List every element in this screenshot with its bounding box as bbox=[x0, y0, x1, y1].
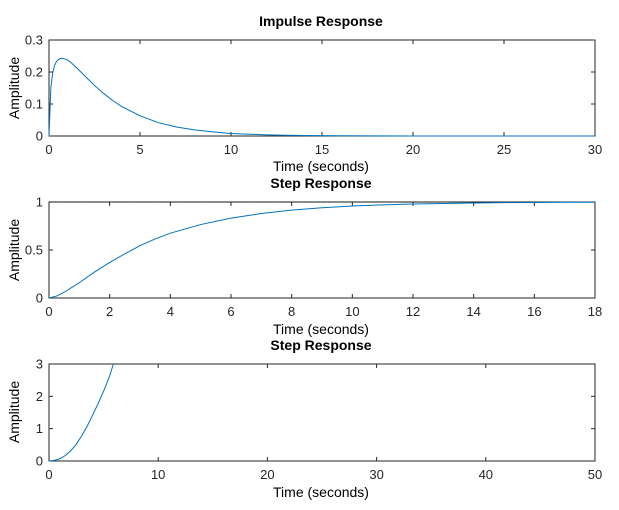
y-tick-label: 0.5 bbox=[25, 243, 43, 258]
y-tick-label: 1 bbox=[36, 195, 43, 210]
x-axis-label: Time (seconds) bbox=[273, 321, 369, 337]
chart-title: Step Response bbox=[270, 175, 371, 191]
chart-title: Impulse Response bbox=[259, 13, 383, 29]
x-tick-label: 5 bbox=[136, 142, 143, 157]
x-tick-label: 2 bbox=[106, 304, 113, 319]
x-tick-label: 20 bbox=[406, 142, 420, 157]
x-tick-label: 0 bbox=[45, 142, 52, 157]
y-tick-label: 1 bbox=[36, 421, 43, 436]
x-tick-label: 30 bbox=[369, 467, 383, 482]
x-axis-label: Time (seconds) bbox=[273, 158, 369, 174]
y-tick-label: 0 bbox=[36, 454, 43, 469]
x-tick-label: 25 bbox=[497, 142, 511, 157]
x-tick-label: 0 bbox=[45, 467, 52, 482]
x-tick-label: 30 bbox=[588, 142, 602, 157]
x-tick-label: 8 bbox=[288, 304, 295, 319]
step-response-plot-2: Step Response 0 10 20 30 40 50 0 1 2 3 Time (seco… bbox=[6, 337, 602, 500]
x-tick-label: 12 bbox=[406, 304, 420, 319]
x-tick-label: 50 bbox=[588, 467, 602, 482]
y-tick-label: 3 bbox=[36, 357, 43, 372]
y-tick-label: 0.2 bbox=[25, 65, 43, 80]
response-series-line bbox=[48, 201, 596, 299]
x-tick-label: 0 bbox=[45, 304, 52, 319]
x-tick-label: 40 bbox=[479, 467, 493, 482]
y-tick-label: 0.1 bbox=[25, 97, 43, 112]
x-tick-label: 10 bbox=[345, 304, 359, 319]
x-axis-label: Time (seconds) bbox=[273, 484, 369, 500]
x-tick-label: 4 bbox=[167, 304, 174, 319]
y-tick-label: 0 bbox=[36, 291, 43, 306]
y-tick-label: 0 bbox=[36, 129, 43, 144]
x-tick-label: 18 bbox=[588, 304, 602, 319]
x-tick-label: 10 bbox=[151, 467, 165, 482]
y-axis-label: Amplitude bbox=[6, 57, 22, 119]
x-tick-label: 16 bbox=[527, 304, 541, 319]
chart-title: Step Response bbox=[270, 337, 371, 353]
x-tick-label: 6 bbox=[227, 304, 234, 319]
x-tick-label: 15 bbox=[315, 142, 329, 157]
response-series-line bbox=[48, 363, 114, 462]
y-tick-label: 0.3 bbox=[25, 33, 43, 48]
response-series-line bbox=[48, 57, 595, 137]
plot-area bbox=[48, 363, 596, 462]
x-tick-label: 10 bbox=[224, 142, 238, 157]
plot-area bbox=[48, 39, 596, 137]
impulse-response-plot: Impulse Response 0 5 10 15 20 25 3000.10.20.3 … bbox=[6, 13, 602, 174]
x-tick-label: 20 bbox=[260, 467, 274, 482]
step-response-plot: Step Response 0 2 4 6 8 10 12 14 16 18 0 0.5 1 Time … bbox=[6, 175, 602, 337]
x-tick-label: 14 bbox=[466, 304, 480, 319]
y-axis-label: Amplitude bbox=[6, 381, 22, 443]
y-tick-label: 2 bbox=[36, 389, 43, 404]
y-axis-label: Amplitude bbox=[6, 219, 22, 281]
plot-area bbox=[48, 201, 596, 299]
